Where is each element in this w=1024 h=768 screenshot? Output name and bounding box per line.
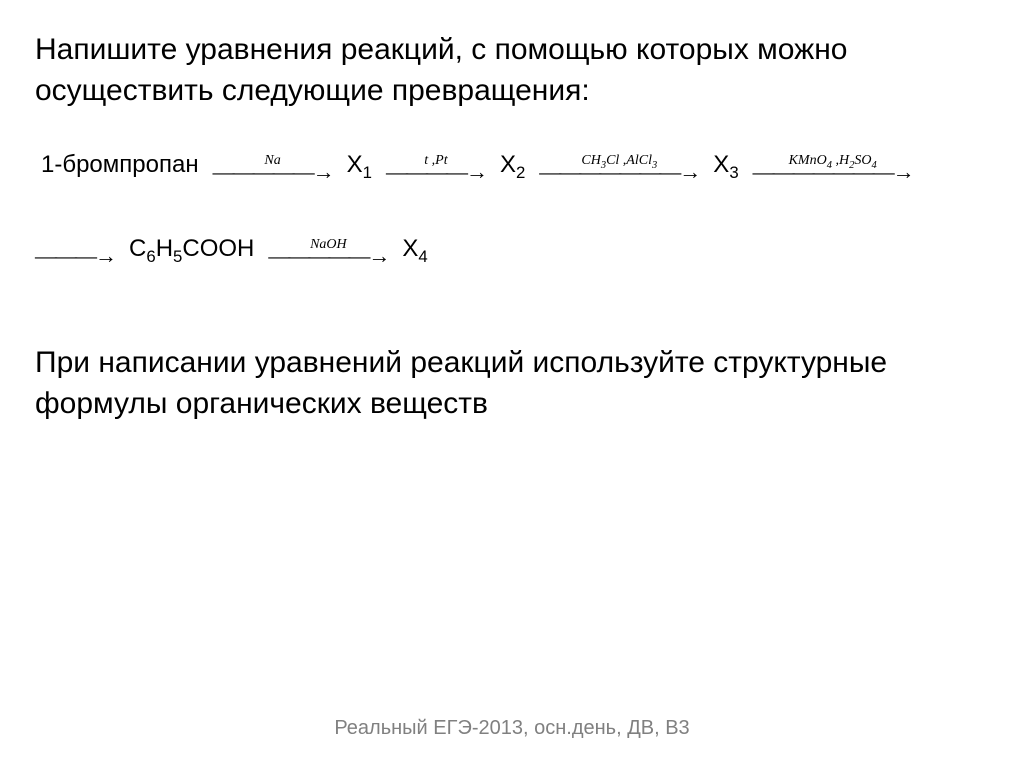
- reagent-empty: [73, 238, 77, 252]
- compound-x3: X3: [707, 151, 744, 179]
- x2-sub: 2: [516, 163, 525, 182]
- arrow-3: CH3Cl ,AlCl3 ———————→: [531, 151, 707, 178]
- x4-sub: 4: [418, 247, 427, 266]
- compound-benzoic: C6H5COOH: [123, 235, 260, 263]
- x1-sub: 1: [363, 163, 372, 182]
- arrow-2: t ,Pt ————→: [378, 151, 494, 178]
- task-note: При написании уравнений реакций использу…: [35, 343, 989, 424]
- reagent-3: CH3Cl ,AlCl3: [581, 154, 657, 168]
- arrow-4b: ———→: [35, 235, 123, 262]
- page-footer: Реальный ЕГЭ-2013, осн.день, ДВ, В3: [0, 717, 1024, 740]
- compound-x1: X1: [341, 151, 378, 179]
- arrow-1: Na —————→: [205, 151, 341, 178]
- x3-sub: 3: [729, 163, 738, 182]
- compound-start: 1-бромпропан: [35, 151, 205, 179]
- x2-base: X: [500, 151, 516, 178]
- compound-x4: X4: [396, 235, 433, 263]
- x4-base: X: [402, 235, 418, 262]
- compound-x2: X2: [494, 151, 531, 179]
- reagent-2: t ,Pt: [424, 154, 447, 168]
- x1-base: X: [347, 151, 363, 178]
- reagent-5: NaOH: [310, 238, 347, 252]
- reagent-4: KMnO4 ,H2SO4: [789, 154, 877, 168]
- x3-base: X: [713, 151, 729, 178]
- arrow-4: KMnO4 ,H2SO4 ———————→: [745, 151, 921, 178]
- task-prompt: Напишите уравнения реакций, с помощью ко…: [35, 30, 989, 111]
- arrow-5: NaOH —————→: [260, 235, 396, 262]
- reaction-scheme: 1-бромпропан Na —————→ X1 t ,Pt ————→ X2…: [35, 151, 989, 263]
- reagent-1: Na: [264, 154, 280, 168]
